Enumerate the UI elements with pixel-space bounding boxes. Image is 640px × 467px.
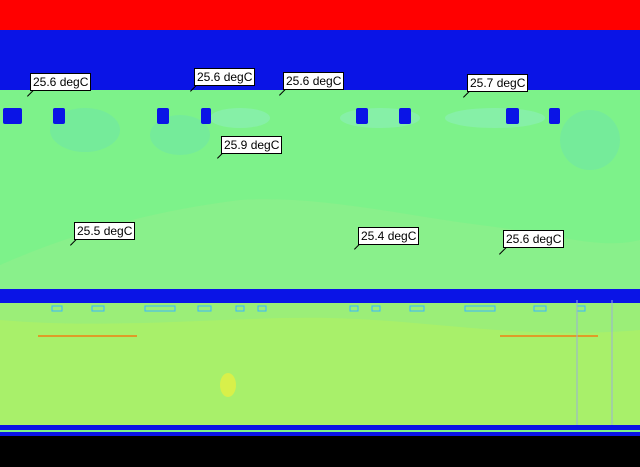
probe-label: 25.4 degC [358,227,420,245]
probe-label: 25.5 degC [74,222,136,240]
ceiling-diffusers [3,108,560,124]
diffuser-plumes [50,108,620,170]
probe-label: 25.7 degC [467,74,529,92]
probe-label: 25.9 degC [221,136,283,154]
bottom-edge [0,432,640,436]
probe-label: 25.6 degC [283,72,345,90]
probe-label: 25.6 degC [30,73,92,91]
probe-label: 25.6 degC [194,68,256,86]
bottom-duct [0,425,640,430]
bottom-strip [0,430,640,432]
floor-base [0,436,640,467]
mid-room-zone [0,199,640,290]
plenum-upper-layer [0,303,640,333]
raised-floor-slab [0,289,640,303]
probe-label: 25.6 degC [503,230,565,248]
duct-edge [0,30,640,33]
hot-zone [0,0,640,30]
warm-spot [220,373,236,397]
